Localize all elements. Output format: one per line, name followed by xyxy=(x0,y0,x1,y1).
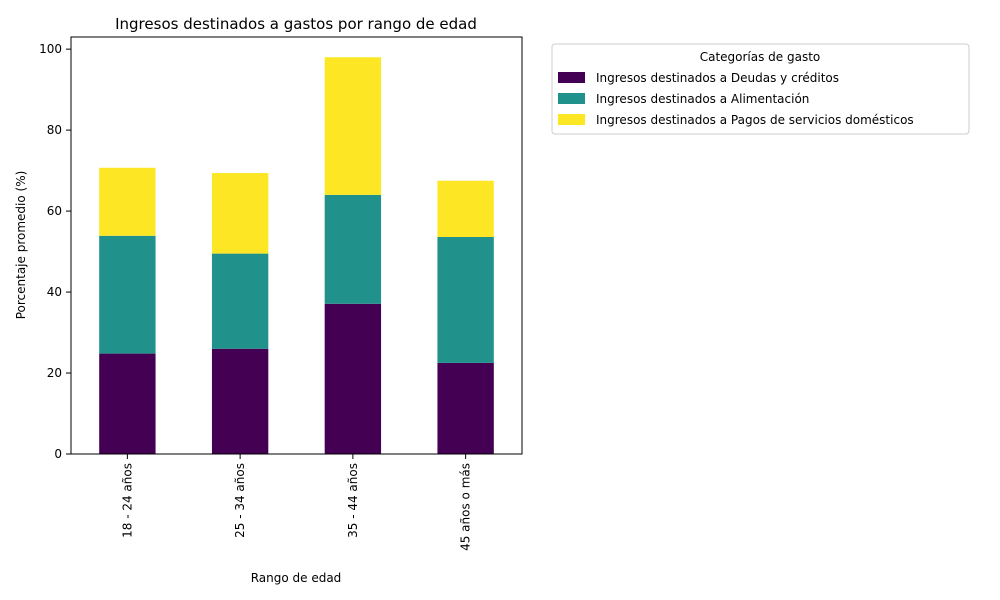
bar-segment-1-4 xyxy=(437,362,494,454)
y-tick-label: 80 xyxy=(47,123,62,137)
legend-label-3: Ingresos destinados a Pagos de servicios… xyxy=(596,113,914,127)
y-tick-label: 20 xyxy=(47,366,62,380)
plot-frame xyxy=(70,36,523,455)
bar-segment-2-2 xyxy=(211,253,269,349)
bar-segment-3-1 xyxy=(99,167,156,236)
legend-frame xyxy=(551,43,970,135)
x-tick-label: 25 - 34 años xyxy=(233,463,247,538)
legend-title: Categorías de gasto xyxy=(700,50,821,64)
y-tick-label: 0 xyxy=(54,447,62,461)
y-tick-label: 100 xyxy=(39,42,62,56)
y-tick-label: 40 xyxy=(47,285,62,299)
x-tick-label: 18 - 24 años xyxy=(120,463,134,538)
legend-swatch-1 xyxy=(558,72,585,83)
y-tick-label: 60 xyxy=(47,204,62,218)
bar-segment-2-1 xyxy=(99,235,156,354)
bar-segment-1-1 xyxy=(99,353,156,454)
legend: Categorías de gasto Ingresos destinados … xyxy=(551,43,970,135)
bar-segment-2-4 xyxy=(437,236,494,363)
legend-swatch-3 xyxy=(558,114,585,125)
y-axis-label: Porcentaje promedio (%) xyxy=(14,171,28,320)
bar-segment-1-3 xyxy=(324,303,382,454)
legend-label-1: Ingresos destinados a Deudas y créditos xyxy=(596,71,839,85)
x-axis-label: Rango de edad xyxy=(251,571,342,585)
legend-label-2: Ingresos destinados a Alimentación xyxy=(596,92,809,106)
plot-area: 18 - 24 años 25 - 34 años 35 - 44 años 45 a… xyxy=(39,42,494,551)
bar-segment-2-3 xyxy=(324,194,382,304)
legend-swatch-2 xyxy=(558,93,585,104)
bar-segment-3-2 xyxy=(211,173,269,254)
x-tick-label: 45 años o más xyxy=(459,463,473,551)
bar-segment-3-3 xyxy=(324,57,382,195)
bar-segment-1-2 xyxy=(211,348,269,454)
bar-segment-3-4 xyxy=(437,180,494,237)
chart-title: Ingresos destinados a gastos por rango d… xyxy=(115,15,477,33)
x-tick-label: 35 - 44 años xyxy=(346,463,360,538)
